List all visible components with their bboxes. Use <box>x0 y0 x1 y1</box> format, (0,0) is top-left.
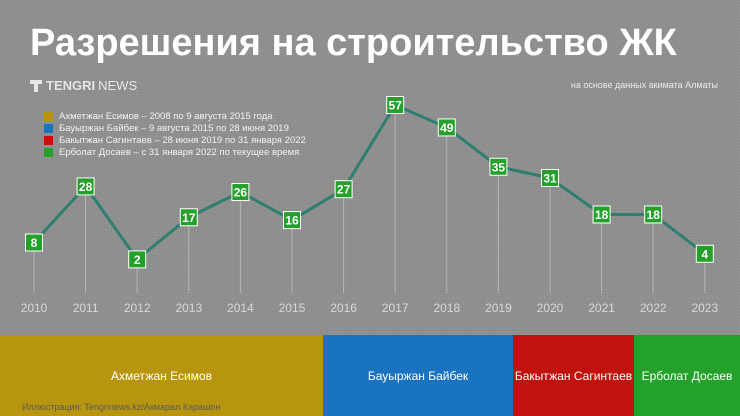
legend-item: Бакытжан Сагинтаев – 28 июня 2019 по 31 … <box>44 134 306 146</box>
x-tick-label: 2016 <box>330 301 357 315</box>
data-point <box>386 96 405 114</box>
data-point <box>283 211 301 230</box>
legend-item: Ерболат Досаев – с 31 января 2022 по тек… <box>44 146 306 158</box>
x-tick-label: 2023 <box>691 301 718 315</box>
x-tick-label: 2011 <box>73 301 99 315</box>
legend-swatch <box>44 123 53 133</box>
data-label: 26 <box>234 186 248 200</box>
mayor-bands: Ахметжан Есимов Бауыржан Байбек Бакытжан… <box>0 335 740 416</box>
data-label: 18 <box>595 208 609 222</box>
data-point <box>644 205 663 224</box>
x-tick-label: 2010 <box>21 301 48 315</box>
data-point <box>334 180 353 199</box>
x-tick-label: 2022 <box>640 301 667 315</box>
band-sagintaev: Бакытжан Сагинтаев <box>513 335 634 416</box>
x-tick-label: 2013 <box>175 301 202 315</box>
data-label: 8 <box>31 236 38 250</box>
data-point <box>541 168 559 187</box>
legend-label: Бауыржан Байбек – 9 августа 2015 по 28 и… <box>59 122 289 134</box>
data-point <box>76 177 95 196</box>
legend-swatch <box>44 111 53 121</box>
x-tick-label: 2015 <box>279 301 306 315</box>
tengri-news-logo: TENGRI NEWS <box>30 78 137 93</box>
x-tick-label: 2014 <box>227 301 254 315</box>
line-chart: 8 28 2 17 26 16 27 57 49 35 31 18 18 4 2010 2011 2012 201… <box>21 96 718 315</box>
data-label: 16 <box>285 214 299 228</box>
data-label: 18 <box>647 208 661 222</box>
data-label: 28 <box>79 180 93 194</box>
x-tick-label: 2012 <box>124 301 151 315</box>
data-point <box>695 244 714 263</box>
source-note: на основе данных акимата Алматы <box>570 80 718 90</box>
logo-light-text: NEWS <box>98 78 138 93</box>
data-label: 17 <box>182 211 196 225</box>
data-label: 57 <box>389 99 403 113</box>
data-point <box>489 157 508 176</box>
x-tick-label: 2021 <box>588 301 615 315</box>
x-tick-label: 2020 <box>537 301 564 315</box>
x-tick-label: 2019 <box>485 301 512 315</box>
legend-label: Ахметжан Есимов – 2008 по 9 августа 2015… <box>59 110 273 122</box>
data-label: 4 <box>701 247 708 261</box>
illustration-credit: Иллюстрация: Tengrinews.kz/Акмарал Караш… <box>22 402 221 412</box>
data-point <box>128 250 147 269</box>
legend-swatch <box>44 135 53 145</box>
data-point <box>231 183 250 202</box>
data-point <box>25 233 43 252</box>
data-point <box>592 205 611 224</box>
data-label: 27 <box>337 183 351 197</box>
data-point <box>437 118 456 137</box>
legend-label: Бакытжан Сагинтаев – 28 июня 2019 по 31 … <box>59 134 306 146</box>
x-tick-label: 2017 <box>382 301 409 315</box>
data-label: 35 <box>492 160 506 174</box>
logo-bold-text: TENGRI <box>46 78 96 93</box>
legend-item: Бауыржан Байбек – 9 августа 2015 по 28 и… <box>44 122 306 134</box>
band-esimov: Ахметжан Есимов <box>0 335 323 416</box>
series-line <box>32 103 706 261</box>
legend-item: Ахметжан Есимов – 2008 по 9 августа 2015… <box>44 110 306 122</box>
legend-label: Ерболат Досаев – с 31 января 2022 по тек… <box>59 146 300 158</box>
data-label: 2 <box>134 253 141 267</box>
legend-swatch <box>44 147 53 157</box>
data-label: 49 <box>440 121 454 135</box>
band-baibek: Бауыржан Байбек <box>323 335 513 416</box>
data-label: 31 <box>543 171 557 185</box>
band-dosaev: Ерболат Досаев <box>634 335 740 416</box>
tengri-logo-icon <box>30 79 42 92</box>
page-title: Разрешения на строительство ЖК <box>30 22 677 64</box>
x-tick-label: 2018 <box>433 301 460 315</box>
data-point <box>179 208 198 227</box>
legend: Ахметжан Есимов – 2008 по 9 августа 2015… <box>44 110 306 158</box>
